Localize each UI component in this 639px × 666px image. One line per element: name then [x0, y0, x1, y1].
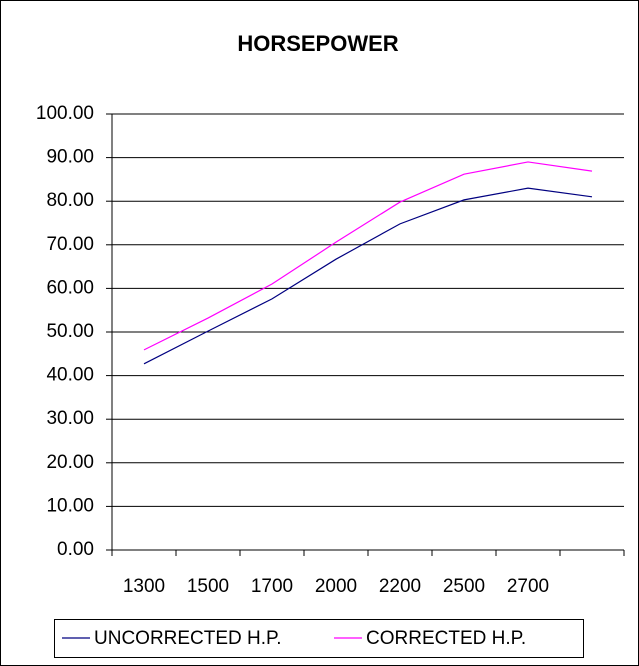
x-tick-label: 1300 — [123, 576, 165, 597]
y-tick-label: 80.00 — [46, 190, 94, 211]
y-tick-label: 90.00 — [46, 147, 94, 168]
series-line — [143, 161, 593, 351]
y-tick-label: 0.00 — [57, 539, 94, 560]
series-line — [143, 187, 593, 365]
x-tick-label: 2000 — [315, 576, 357, 597]
y-tick-label: 100.00 — [36, 103, 94, 124]
x-tick-label: 1500 — [187, 576, 229, 597]
y-tick-label: 60.00 — [46, 277, 94, 298]
x-tick-label: 2200 — [379, 576, 421, 597]
y-tick-label: 70.00 — [46, 234, 94, 255]
x-tick-label: 1700 — [251, 576, 293, 597]
x-tick-label: 2700 — [507, 576, 549, 597]
legend-box — [54, 619, 584, 658]
y-tick-label: 30.00 — [46, 408, 94, 429]
y-tick-label: 40.00 — [46, 365, 94, 386]
chart-title: HORSEPOWER — [237, 31, 398, 56]
legend-label: UNCORRECTED H.P. — [94, 628, 282, 649]
x-tick-label: 2500 — [443, 576, 485, 597]
y-tick-label: 10.00 — [46, 495, 94, 516]
legend-label: CORRECTED H.P. — [366, 628, 526, 649]
y-tick-label: 50.00 — [46, 321, 94, 342]
y-tick-label: 20.00 — [46, 452, 94, 473]
